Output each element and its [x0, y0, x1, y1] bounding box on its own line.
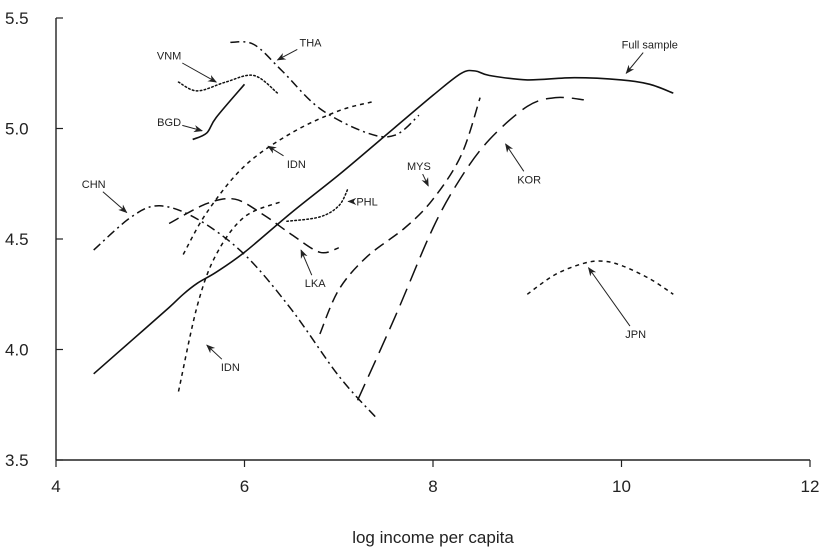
y-tick-label: 4.5 [5, 230, 29, 249]
annotation-label: Full sample [622, 40, 678, 52]
x-tick-label: 12 [801, 477, 820, 496]
x-tick-label: 6 [240, 477, 249, 496]
annotation-label: LKA [305, 278, 326, 290]
series-line-kor [356, 96, 584, 401]
annotation-arrow [421, 173, 429, 187]
x-tick-label: 10 [612, 477, 631, 496]
annotation-arrow [625, 52, 644, 74]
series-line-idn [177, 200, 283, 392]
y-tick-label: 3.5 [5, 451, 29, 470]
series-line-bgd [192, 83, 246, 141]
annotation-arrow [276, 48, 298, 61]
annotation-arrow [267, 145, 284, 157]
series-line-chn [93, 205, 378, 419]
series-line-lka [168, 197, 340, 254]
annotation-label: IDN [221, 362, 240, 374]
series-line-jpn [526, 260, 674, 295]
x-tick-label: 4 [51, 477, 60, 496]
annotation-arrow [182, 124, 203, 133]
series-line-full-sample [93, 69, 674, 375]
annotation-label: KOR [517, 174, 541, 186]
annotation-label: THA [299, 37, 322, 49]
annotation-arrow [102, 191, 128, 214]
series-line-phl [286, 187, 349, 223]
x-tick-label: 8 [428, 477, 437, 496]
annotation-label: BGD [157, 117, 181, 129]
series-line-vnm [177, 74, 279, 94]
x-axis-title: log income per capita [352, 528, 514, 547]
annotation-arrow [182, 62, 218, 83]
annotation-label: JPN [625, 329, 646, 341]
annotation-label: MYS [407, 161, 431, 173]
annotation-arrow [300, 249, 313, 276]
series-line-tha [230, 41, 420, 138]
y-tick-label: 5.0 [5, 120, 29, 139]
annotation-arrow [206, 344, 223, 360]
series-line-mys [319, 97, 481, 335]
annotation-arrow [505, 143, 525, 172]
y-tick-label: 5.5 [5, 9, 29, 28]
annotation-label: CHN [82, 179, 106, 191]
annotation-label: VNM [157, 51, 181, 63]
annotation-arrow [587, 266, 631, 327]
y-tick-label: 4.0 [5, 341, 29, 360]
annotation-label: IDN [287, 159, 306, 171]
annotation-label: PHL [356, 196, 377, 208]
